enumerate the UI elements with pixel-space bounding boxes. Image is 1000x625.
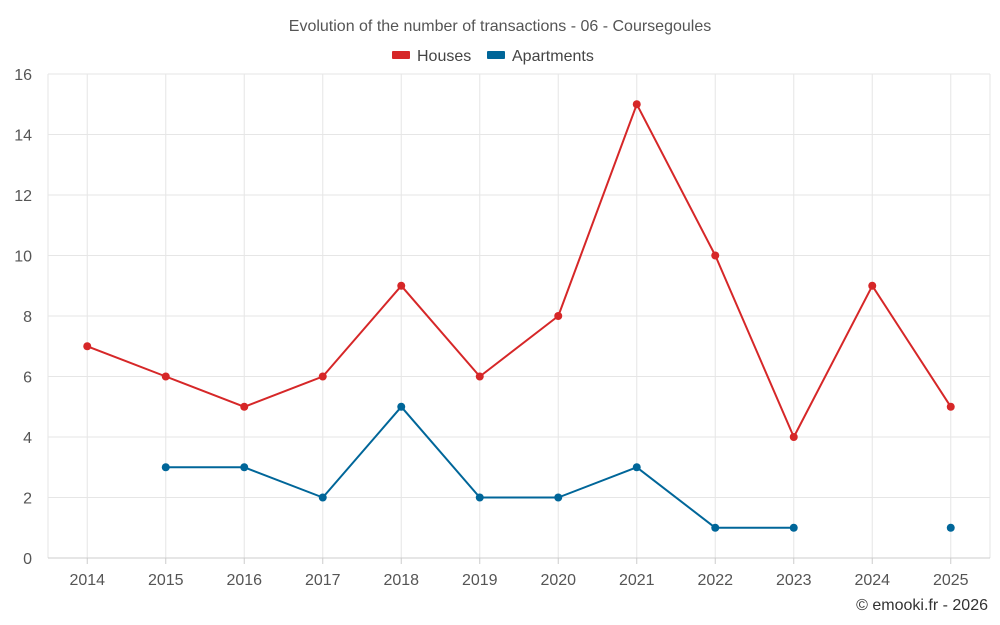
- x-tick-label: 2020: [540, 572, 576, 589]
- data-point-houses-2020[interactable]: [554, 312, 563, 320]
- data-point-apartments-2023[interactable]: [789, 523, 798, 532]
- legend: Houses Apartments: [392, 48, 594, 65]
- legend-item-houses[interactable]: Houses: [392, 48, 471, 65]
- y-tick-label: 12: [14, 188, 32, 205]
- data-point-houses-2025[interactable]: [946, 402, 955, 411]
- legend-label: Apartments: [512, 48, 594, 65]
- grid: [48, 73, 990, 558]
- x-tick-label: 2021: [619, 572, 655, 589]
- y-tick-label: 4: [23, 430, 32, 447]
- data-point-apartments-2015[interactable]: [161, 463, 170, 472]
- y-tick-label: 0: [23, 551, 32, 568]
- legend-swatch: [392, 51, 410, 59]
- x-tick-label: 2018: [383, 572, 419, 589]
- data-point-apartments-2022[interactable]: [711, 523, 720, 532]
- x-tick-label: 2023: [776, 572, 812, 589]
- y-tick-label: 6: [23, 370, 32, 387]
- chart-title: Evolution of the number of transactions …: [289, 18, 711, 35]
- legend-label: Houses: [417, 48, 471, 65]
- data-point-houses-2017[interactable]: [318, 372, 327, 381]
- data-point-houses-2015[interactable]: [161, 372, 170, 381]
- x-tick-label: 2024: [854, 572, 890, 589]
- data-point-apartments-2017[interactable]: [318, 493, 327, 502]
- series-layer: [83, 100, 955, 532]
- legend-swatch: [487, 51, 505, 59]
- data-point-apartments-2016[interactable]: [240, 463, 249, 472]
- data-point-houses-2014[interactable]: [83, 342, 92, 351]
- series-houses: [83, 100, 955, 441]
- data-point-houses-2023[interactable]: [789, 433, 798, 441]
- x-tick-label: 2015: [148, 572, 184, 589]
- x-tick-label: 2025: [933, 572, 969, 589]
- y-tick-label: 10: [14, 249, 32, 266]
- data-point-houses-2018[interactable]: [397, 281, 406, 290]
- data-point-houses-2022[interactable]: [711, 251, 720, 260]
- series-line: [86, 103, 952, 438]
- data-point-houses-2016[interactable]: [240, 402, 249, 411]
- data-point-houses-2024[interactable]: [868, 281, 877, 290]
- x-tick-label: 2017: [305, 572, 341, 589]
- axes: 0 2 4 6 8 10 12 14 16 2014 2015 2016 2017 2018 2019 202…: [14, 67, 991, 589]
- x-tick-label: 2014: [69, 572, 105, 589]
- x-tick-label: 2022: [697, 572, 733, 589]
- series-apartments: [161, 402, 955, 532]
- x-tick-label: 2019: [462, 572, 498, 589]
- legend-item-apartments[interactable]: Apartments: [487, 48, 594, 65]
- x-tick-label: 2016: [226, 572, 262, 589]
- y-tick-label: 8: [23, 309, 32, 326]
- credit-text: © emooki.fr - 2026: [856, 597, 988, 614]
- data-point-apartments-2020[interactable]: [554, 493, 563, 502]
- y-tick-label: 2: [23, 491, 32, 508]
- y-tick-label: 14: [14, 128, 32, 145]
- data-point-apartments-2019[interactable]: [475, 493, 484, 502]
- data-point-apartments-2018[interactable]: [397, 402, 406, 411]
- data-point-apartments-2021[interactable]: [632, 463, 641, 472]
- data-point-apartments-2025[interactable]: [946, 523, 955, 532]
- data-point-houses-2021[interactable]: [632, 100, 641, 109]
- data-point-houses-2019[interactable]: [475, 372, 484, 381]
- y-tick-label: 16: [14, 67, 32, 84]
